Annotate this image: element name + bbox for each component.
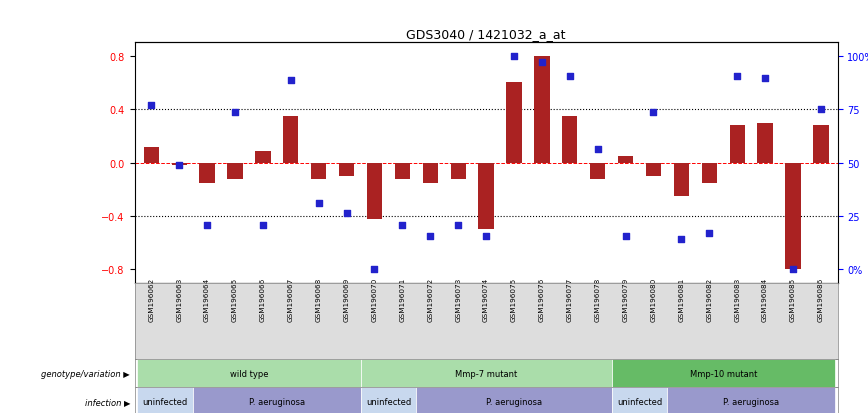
Bar: [450, 163, 466, 179]
Bar: [227, 163, 243, 179]
Text: uninfected: uninfected: [142, 397, 187, 406]
Bar: [395, 163, 410, 179]
Point: [591, 147, 605, 153]
Bar: [311, 163, 326, 179]
Point: [312, 200, 326, 206]
Text: uninfected: uninfected: [617, 397, 662, 406]
Bar: [534, 57, 549, 163]
Text: wild type: wild type: [230, 369, 268, 378]
Point: [172, 162, 186, 169]
Point: [647, 109, 661, 116]
Point: [674, 236, 688, 242]
Point: [228, 109, 242, 116]
Bar: [478, 163, 494, 230]
Bar: [813, 126, 829, 163]
Bar: [143, 147, 159, 163]
Point: [367, 266, 381, 273]
Point: [339, 210, 353, 217]
Bar: [200, 163, 214, 183]
Bar: [674, 163, 689, 197]
Bar: [618, 157, 634, 163]
Title: GDS3040 / 1421032_a_at: GDS3040 / 1421032_a_at: [406, 28, 566, 41]
Point: [619, 233, 633, 240]
Bar: [701, 163, 717, 183]
Point: [758, 76, 772, 83]
Bar: [423, 163, 438, 183]
Text: infection ▶: infection ▶: [85, 397, 130, 406]
Point: [284, 77, 298, 84]
Text: P. aeruginosa: P. aeruginosa: [249, 397, 305, 406]
Bar: [255, 151, 271, 163]
Point: [730, 74, 744, 80]
Text: P. aeruginosa: P. aeruginosa: [723, 397, 779, 406]
Point: [814, 107, 828, 113]
Bar: [590, 163, 605, 179]
Bar: [646, 163, 661, 176]
Bar: [367, 163, 382, 219]
Text: uninfected: uninfected: [365, 397, 411, 406]
Bar: [758, 123, 773, 163]
Point: [201, 222, 214, 229]
Bar: [339, 163, 354, 176]
Point: [451, 222, 465, 229]
Bar: [506, 83, 522, 163]
Point: [702, 230, 716, 237]
Point: [786, 266, 800, 273]
Text: Mmp-7 mutant: Mmp-7 mutant: [455, 369, 517, 378]
Bar: [172, 163, 187, 166]
Point: [562, 74, 576, 80]
Point: [507, 53, 521, 60]
Point: [396, 222, 410, 229]
Bar: [786, 163, 800, 270]
Bar: [729, 126, 745, 163]
Point: [256, 222, 270, 229]
Point: [479, 233, 493, 240]
Bar: [283, 116, 299, 163]
Text: Mmp-10 mutant: Mmp-10 mutant: [689, 369, 757, 378]
Point: [424, 233, 437, 240]
Bar: [562, 116, 577, 163]
Text: P. aeruginosa: P. aeruginosa: [486, 397, 542, 406]
Point: [144, 102, 158, 109]
Point: [535, 60, 549, 66]
Text: genotype/variation ▶: genotype/variation ▶: [42, 369, 130, 378]
